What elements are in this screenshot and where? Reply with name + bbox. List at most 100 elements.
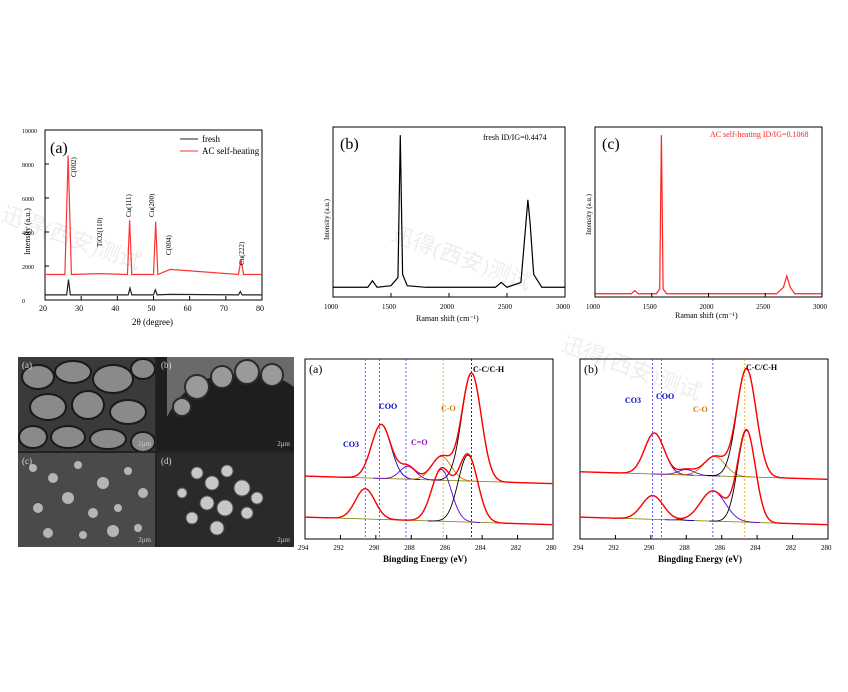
xrd-annot-c002: C(002): [70, 157, 78, 178]
xrd-series-line-0: [45, 279, 262, 296]
xps-component-peak: [373, 465, 442, 481]
xps-xtick-label: 280: [821, 544, 832, 552]
xrd-legend-fresh: fresh: [202, 134, 220, 144]
xps-left-annot-coo: COO: [379, 402, 397, 411]
sem-label-d: (d): [161, 456, 172, 466]
raman-fresh-label: (b): [340, 136, 359, 153]
raman-fresh-ylabel: Intensity (a.u.): [323, 198, 331, 240]
xrd-annot-cu111: Cu(111): [125, 194, 133, 217]
xps-right-x-ticks: 294 292 290 288 286 284 282 280: [573, 535, 832, 552]
xps-right-annot-cc: C-C/C-H: [746, 363, 778, 372]
xps-right-xlabel: Bingding Energy (eV): [658, 554, 742, 564]
raman-xtick-label: 1500: [382, 303, 397, 311]
xps-xtick-label: 284: [750, 544, 761, 552]
raman-xtick-label: 1500: [643, 303, 658, 311]
xps-xtick-label: 290: [369, 544, 380, 552]
raman-series-line: [595, 135, 822, 295]
xps-component-peak: [401, 468, 481, 523]
xrd-ylabel: Intensity (a.u.): [23, 208, 32, 255]
xrd-xtick-label: 80: [256, 304, 264, 313]
xrd-xtick-label: 40: [111, 304, 119, 313]
xps-left-x-ticks: 294 292 290 288 286 284 282 280: [298, 535, 557, 552]
sem-texture-b: [157, 357, 294, 451]
raman-ac-label: (c): [602, 136, 620, 153]
xrd-ytick-label: 6000: [22, 197, 34, 203]
xps-component-peak: [341, 423, 421, 481]
xps-component-peak: [610, 495, 695, 522]
raman-xtick-label: 3000: [556, 303, 571, 311]
xps-envelope-0: [579, 367, 828, 480]
sem-texture-d: [157, 453, 294, 547]
raman-series-line: [333, 135, 565, 288]
sem-label-a: (a): [22, 360, 32, 370]
xrd-ytick-label: 4000: [22, 231, 34, 237]
raman-ac-title: AC self-heating ID/IG=0.1068: [710, 130, 809, 139]
xps-xtick-label: 292: [608, 544, 619, 552]
xps-component-peak: [401, 456, 481, 482]
raman-xtick-label: 1000: [586, 303, 601, 311]
xrd-y-ticks: 0 2000 4000 6000 8000 10000: [22, 129, 49, 305]
xrd-xlabel: 2θ (degree): [132, 317, 173, 327]
xrd-ytick-label: 2000: [22, 265, 34, 271]
xps-xtick-label: 292: [333, 544, 344, 552]
xps-right-chart: (b) C-C/C-H COO C-O CO3 294 292 290 288 286 2…: [573, 358, 832, 564]
sem-image-a: (a) 2μm: [18, 357, 155, 451]
xrd-annot-cu200: Cu(200): [148, 193, 156, 217]
sem-image-d: (d) 2μm: [157, 453, 294, 547]
xps-right-reference-lines: [652, 359, 746, 539]
raman-xtick-label: 2500: [756, 303, 771, 311]
xrd-ytick-label: 0: [22, 299, 25, 305]
raman-xtick-label: 1000: [324, 303, 339, 311]
sem-image-grid: (a) 2μm (b) 2μm (c) 2μm: [18, 357, 294, 547]
sem-label-c: (c): [22, 456, 32, 466]
sem-image-b: (b) 2μm: [157, 357, 294, 451]
xrd-legend-ac: AC self-heating: [202, 146, 260, 156]
xps-left-chart: (a) C-C/C-H COO C=O C-O CO3 294 292 290 288…: [298, 358, 557, 564]
xrd-xtick-label: 20: [39, 304, 47, 313]
xps-left-xlabel: Bingding Energy (eV): [383, 554, 467, 564]
xps-xtick-label: 282: [786, 544, 797, 552]
xps-envelope-1: [304, 453, 553, 526]
raman-ac-series: [595, 135, 822, 295]
xps-right-series: [579, 367, 828, 526]
sem-image-c: (c) 2μm: [18, 453, 155, 547]
raman-ac-chart: (c) AC self-heating ID/IG=0.1068 1000 150…: [585, 126, 828, 320]
xps-component-peak: [706, 368, 786, 479]
xps-right-annot-co-single: C-O: [693, 405, 708, 414]
xrd-xtick-label: 60: [184, 304, 192, 313]
xrd-annot-tio2: TiO2(110): [96, 217, 104, 247]
xps-left-label: (a): [309, 362, 322, 376]
xps-left-annot-co-single: C-O: [441, 404, 456, 413]
raman-xtick-label: 2000: [440, 303, 455, 311]
xps-component-peak: [428, 454, 507, 524]
xrd-xtick-label: 30: [75, 304, 83, 313]
raman-ac-xlabel: Raman shift (cm⁻¹): [675, 311, 738, 320]
raman-fresh-series: [333, 135, 565, 288]
xps-left-annot-co3: CO3: [343, 440, 359, 449]
sem-scale-b: 2μm: [277, 440, 290, 448]
xrd-x-ticks: 20 30 40 50 60 70 80: [39, 296, 264, 313]
xps-xtick-label: 284: [475, 544, 486, 552]
sem-scale-c: 2μm: [138, 536, 151, 544]
raman-ac-x-ticks: 1000 1500 2000 2500 3000: [586, 293, 828, 311]
xrd-ytick-label: 10000: [22, 129, 37, 135]
xps-component-peak: [325, 488, 405, 521]
xrd-xtick-label: 70: [220, 304, 228, 313]
raman-fresh-title: fresh ID/IG=0.4474: [483, 133, 547, 142]
raman-xtick-label: 2000: [700, 303, 715, 311]
raman-fresh-chart: (b) fresh ID/IG=0.4474 1000 1500 2000 2500 3…: [323, 126, 571, 323]
xps-left-annot-cc: C-C/C-H: [473, 365, 505, 374]
xrd-chart: (a) fresh AC self-heating C(002) TiO2(11…: [22, 129, 264, 327]
xps-xtick-label: 286: [440, 544, 451, 552]
xps-xtick-label: 294: [298, 544, 309, 552]
xps-envelope-1: [579, 428, 828, 526]
xps-envelope-0: [304, 372, 553, 485]
xrd-panel-label: (a): [50, 140, 68, 157]
xps-component-peak: [672, 455, 757, 478]
xrd-series-line-1: [45, 155, 262, 276]
sem-scale-d: 2μm: [277, 536, 290, 544]
xps-right-annot-co3: CO3: [625, 396, 641, 405]
xps-left-series: [304, 372, 553, 526]
raman-xtick-label: 2500: [498, 303, 513, 311]
